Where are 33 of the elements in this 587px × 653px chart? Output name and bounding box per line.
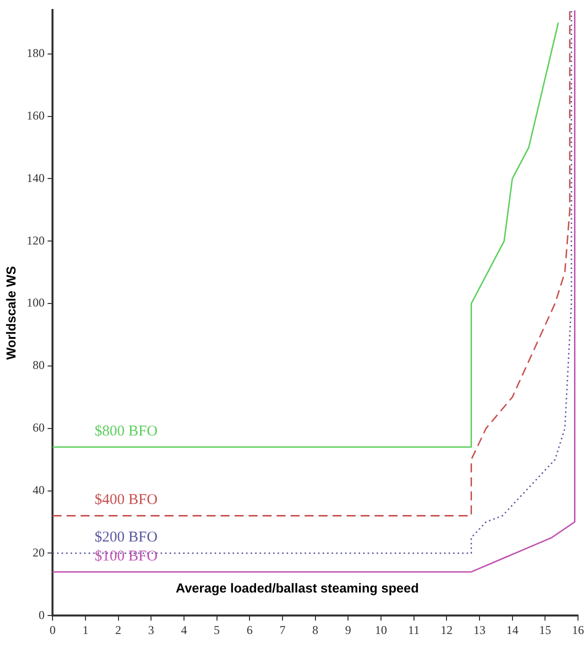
x-tick-label: 7 <box>279 622 286 637</box>
x-tick-label: 5 <box>214 622 220 637</box>
x-tick-label: 10 <box>374 622 387 637</box>
series-label: $400 BFO <box>94 492 158 508</box>
x-tick-label: 13 <box>473 622 486 637</box>
x-tick-label: 14 <box>506 622 518 637</box>
y-tick-label: 20 <box>32 545 45 560</box>
x-tick-label: 16 <box>572 622 584 637</box>
y-tick-label: 80 <box>32 358 45 372</box>
series-label: $200 BFO <box>94 530 158 546</box>
x-tick-label: 4 <box>180 622 187 637</box>
y-tick-label: 120 <box>26 233 45 248</box>
x-tick-label: 3 <box>148 622 154 637</box>
x-tick-label: 9 <box>345 622 352 637</box>
x-tick-label: 8 <box>312 622 318 637</box>
x-tick-label: 11 <box>408 622 420 637</box>
x-tick-label: 15 <box>539 622 552 637</box>
x-axis-title: Average loaded/ballast steaming speed <box>176 580 419 596</box>
x-tick-label: 12 <box>440 622 453 637</box>
y-tick-label: 0 <box>38 608 45 622</box>
y-tick-label: 140 <box>26 170 45 185</box>
x-tick-label: 0 <box>50 622 56 637</box>
y-axis-title: Worldscale WS <box>3 266 18 360</box>
x-tick-label: 2 <box>115 622 122 637</box>
y-tick-label: 60 <box>32 420 45 435</box>
y-tick-label: 40 <box>32 482 45 497</box>
series-label: $800 BFO <box>94 424 158 440</box>
x-tick-label: 1 <box>82 622 88 637</box>
y-tick-label: 100 <box>26 296 45 310</box>
y-tick-label: 160 <box>26 108 45 122</box>
series-label: $100 BFO <box>94 548 158 564</box>
x-tick-label: 6 <box>246 622 253 637</box>
y-tick-label: 180 <box>26 46 45 60</box>
